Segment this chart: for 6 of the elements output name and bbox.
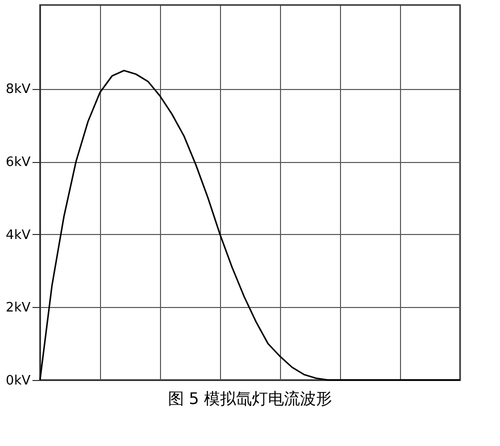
text: 图 5 模拟氙灯电流波形 <box>168 389 332 408</box>
y-tick-label: 0kV <box>6 374 31 388</box>
y-tick-label: 8kV <box>6 82 31 98</box>
y-tick-label: 2kV <box>6 300 31 316</box>
y-tick-label: 6kV <box>6 155 31 170</box>
y-tick-label: 4kV <box>6 228 31 243</box>
